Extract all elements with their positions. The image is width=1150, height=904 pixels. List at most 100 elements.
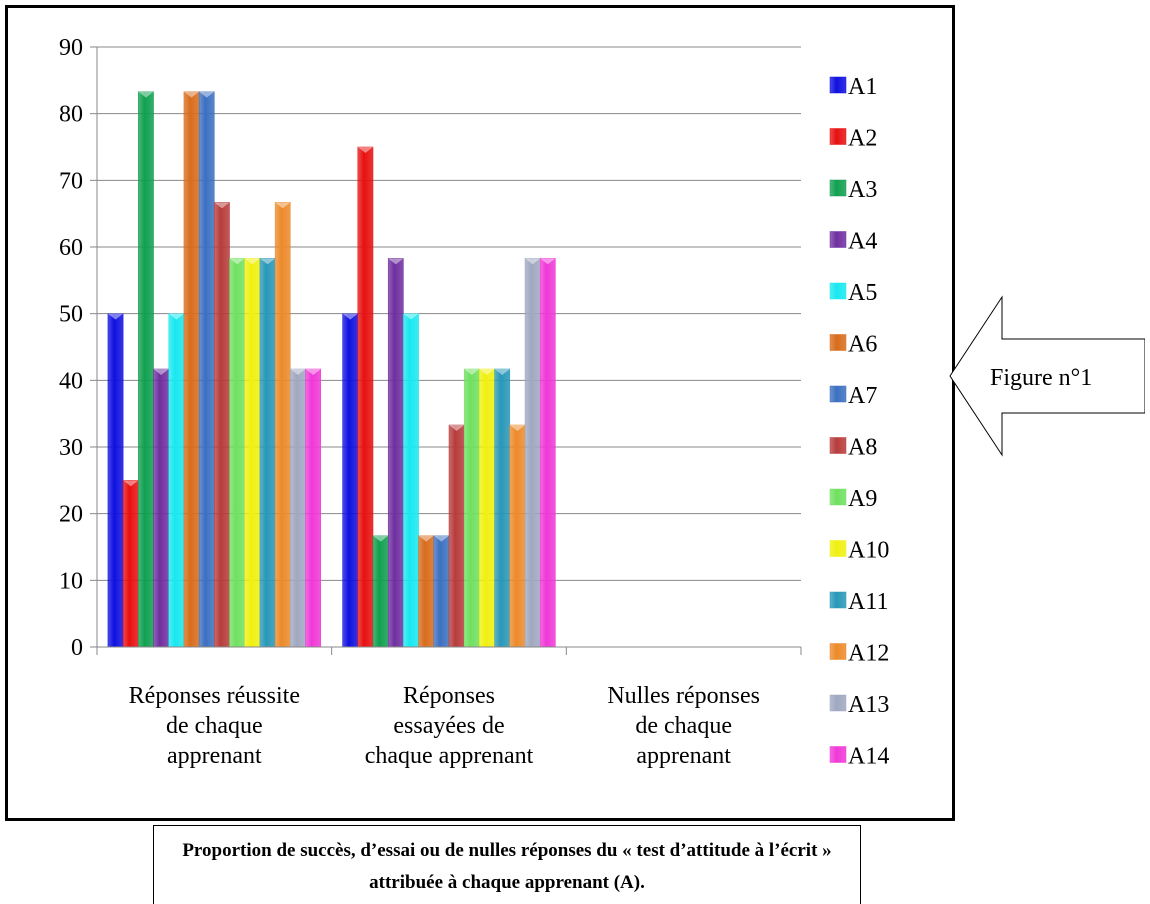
bar-top-bevel — [479, 369, 495, 375]
legend-label-a11: A11 — [848, 589, 888, 615]
bar-top-bevel — [494, 369, 510, 375]
legend-swatch-a4 — [829, 231, 847, 248]
bar-top-bevel — [199, 91, 215, 98]
bar-a9 — [229, 258, 245, 648]
bar-top-bevel — [290, 369, 306, 375]
bar-a1 — [107, 313, 124, 648]
bar-a2 — [122, 480, 139, 648]
legend-swatch-a11 — [829, 591, 847, 609]
y-tick-label: 10 — [59, 568, 83, 594]
bar-a13 — [524, 258, 541, 648]
bar-top-bevel — [357, 147, 373, 153]
legend-label-a8: A8 — [848, 435, 877, 461]
bar-a4 — [387, 258, 404, 648]
y-tick-label: 40 — [59, 368, 83, 394]
figure-label: Figure n°1 — [990, 365, 1092, 391]
chart-frame: 0 10 20 30 40 50 60 70 80 90 Réponses réussite de c… — [5, 5, 1145, 904]
bar-top-bevel — [433, 535, 449, 542]
legend-label-a12: A12 — [848, 641, 889, 667]
legend: A1 A2 A3 A4 A5 A6 A7 A8 A9 A10 A11 A12 A13 A14 — [829, 74, 889, 770]
bar-a13 — [290, 368, 306, 648]
legend-label-a6: A6 — [848, 332, 877, 358]
y-tick-label: 30 — [59, 435, 83, 461]
bar-top-bevel — [449, 425, 465, 431]
bar-a5 — [403, 313, 419, 648]
legend-label-a14: A14 — [848, 744, 889, 770]
legend-label-a9: A9 — [848, 486, 877, 512]
legend-swatch-a13 — [829, 694, 847, 712]
legend-label-a5: A5 — [848, 280, 877, 306]
bar-a10 — [244, 258, 261, 648]
legend-swatch-a1 — [829, 76, 847, 94]
y-tick-label: 0 — [71, 635, 83, 661]
legend-label-a4: A4 — [848, 229, 877, 255]
legend-swatch-a7 — [829, 385, 847, 403]
legend-label-a10: A10 — [848, 538, 889, 564]
bar-a12 — [509, 424, 526, 648]
y-tick-label: 90 — [59, 35, 83, 61]
legend-swatch-a5 — [829, 282, 847, 300]
bar-top-bevel — [509, 425, 525, 431]
bar-top-bevel — [229, 258, 245, 265]
bar-a10 — [479, 368, 495, 648]
bar-top-bevel — [214, 202, 230, 209]
caption: Proportion de succès, d’essai ou de null… — [182, 840, 832, 893]
legend-swatch-a2 — [829, 128, 847, 145]
bar-top-bevel — [244, 258, 260, 265]
legend-swatch-a12 — [829, 643, 847, 660]
bar-top-bevel — [107, 313, 124, 320]
bar-a4 — [153, 368, 169, 648]
legend-label-a7: A7 — [848, 383, 877, 409]
bar-a3 — [138, 91, 154, 648]
y-tick-label: 70 — [59, 168, 83, 194]
caption-box: Proportion de succès, d’essai ou de null… — [153, 825, 861, 904]
bars — [107, 91, 556, 648]
bar-top-bevel — [123, 480, 139, 487]
bar-a3 — [372, 535, 389, 648]
y-tick-label: 20 — [59, 502, 83, 528]
legend-label-a13: A13 — [848, 692, 889, 718]
bar-top-bevel — [388, 258, 404, 265]
bar-a6 — [418, 535, 435, 648]
bar-a1 — [342, 313, 359, 648]
legend-swatch-a8 — [829, 437, 847, 454]
legend-label-a3: A3 — [848, 177, 877, 203]
bar-a8 — [448, 424, 465, 648]
legend-swatch-a6 — [829, 334, 847, 351]
bar-a11 — [259, 258, 276, 648]
axes: 0 10 20 30 40 50 60 70 80 90 Réponses réussite de c… — [59, 35, 802, 769]
bar-a7 — [198, 91, 215, 648]
arrow-shape — [949, 295, 1145, 457]
bar-top-bevel — [418, 535, 434, 542]
bar-a14 — [539, 258, 556, 648]
bar-top-bevel — [183, 91, 200, 98]
bar-a8 — [214, 202, 230, 648]
bar-top-bevel — [153, 369, 169, 375]
x-category-label: Réponses essayées de chaque apprenant — [365, 683, 534, 769]
bar-a5 — [168, 313, 185, 648]
x-category-label: Réponses réussite de chaque apprenant — [129, 683, 300, 769]
bar-a2 — [357, 146, 374, 648]
bar-top-bevel — [259, 258, 276, 265]
bar-top-bevel — [305, 369, 321, 375]
bar-top-bevel — [464, 369, 480, 375]
bar-top-bevel — [525, 258, 541, 265]
y-tick-label: 50 — [59, 302, 83, 328]
bar-a6 — [183, 91, 200, 648]
y-tick-label: 80 — [59, 102, 83, 128]
legend-swatch-a3 — [829, 179, 847, 197]
bar-a14 — [305, 368, 321, 648]
legend-swatch-a10 — [829, 540, 847, 557]
x-category-label: Nulles réponses de chaque apprenant — [607, 683, 760, 769]
bar-top-bevel — [540, 258, 556, 265]
bar-top-bevel — [403, 313, 419, 320]
bar-top-bevel — [342, 313, 358, 320]
y-tick-label: 60 — [59, 235, 83, 261]
figure-arrow: Figure n°1 — [949, 295, 1145, 457]
bar-top-bevel — [168, 313, 184, 320]
bar-a7 — [433, 535, 450, 648]
legend-swatch-a9 — [829, 488, 847, 506]
bar-a9 — [463, 368, 480, 648]
bar-chart: 0 10 20 30 40 50 60 70 80 90 Réponses réussite de c… — [5, 5, 1145, 821]
bar-a12 — [274, 202, 291, 648]
